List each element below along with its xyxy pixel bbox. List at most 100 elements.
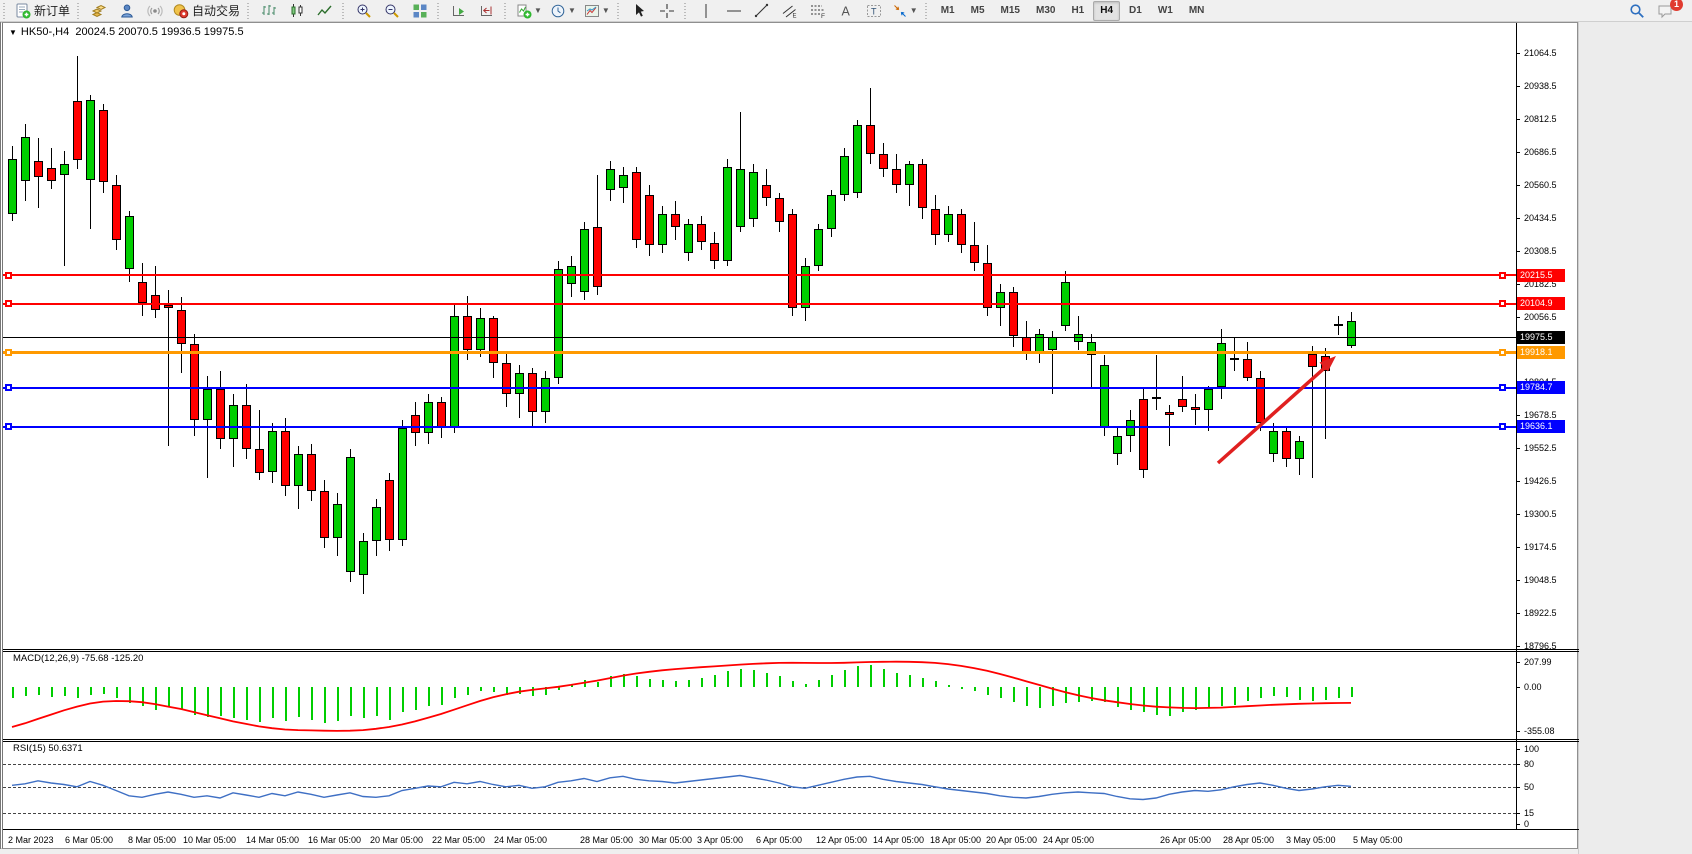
- macd-histogram-bar: [271, 687, 274, 719]
- chart-styles-button[interactable]: [86, 1, 112, 21]
- svg-text:F: F: [821, 13, 825, 19]
- candle-body: [892, 169, 901, 185]
- auto-scroll-button[interactable]: [446, 1, 472, 21]
- cursor-button[interactable]: [626, 1, 652, 21]
- rsi-tick-mark: [1516, 787, 1520, 788]
- line-handle[interactable]: [5, 271, 12, 279]
- horizontal-line[interactable]: [3, 274, 1516, 276]
- chart-shift-button[interactable]: [474, 1, 500, 21]
- macd-label: MACD(12,26,9) -75.68 -125.20: [11, 653, 146, 664]
- templates-button[interactable]: ▼: [581, 1, 613, 21]
- new-order-button[interactable]: 新订单: [12, 1, 73, 21]
- chart-shift-icon: [481, 5, 493, 16]
- macd-histogram-bar: [76, 687, 79, 699]
- candle-body: [359, 540, 368, 575]
- search-button[interactable]: [1624, 1, 1650, 21]
- time-axis-label: 14 Mar 05:00: [246, 835, 300, 845]
- price-tick-mark: [1516, 547, 1520, 548]
- broadcast-button[interactable]: [142, 1, 168, 21]
- candle-body: [957, 213, 966, 246]
- zoom-out-button[interactable]: [379, 1, 405, 21]
- line-handle[interactable]: [5, 384, 12, 392]
- timeframe-m15-button[interactable]: M15: [1000, 5, 1020, 16]
- macd-histogram-bar: [349, 687, 352, 716]
- horizontal-line[interactable]: [3, 425, 1516, 428]
- macd-histogram-bar: [1038, 687, 1041, 709]
- crosshair-button[interactable]: [654, 1, 680, 21]
- chevron-down-icon: ▼: [567, 6, 576, 15]
- macd-histogram-bar: [375, 687, 378, 716]
- price-tick-label: 19426.5: [1524, 476, 1557, 486]
- candle-body: [216, 388, 225, 439]
- rsi-tick-mark: [1516, 824, 1520, 825]
- macd-histogram-bar: [739, 668, 742, 688]
- timeframe-h4-button[interactable]: H4: [1093, 0, 1121, 21]
- line-handle[interactable]: [5, 300, 12, 308]
- macd-histogram-bar: [388, 687, 391, 720]
- candle-body: [762, 185, 771, 199]
- macd-histogram-bar: [570, 684, 573, 688]
- line-chart-button[interactable]: [312, 1, 338, 21]
- line-handle[interactable]: [1499, 300, 1506, 308]
- line-handle[interactable]: [1499, 349, 1506, 357]
- macd-histogram-bar: [1285, 687, 1288, 698]
- candle-body: [1282, 430, 1291, 460]
- macd-histogram-bar: [427, 687, 430, 706]
- line-handle[interactable]: [1499, 384, 1506, 392]
- rsi-tick-label: 100: [1524, 744, 1540, 754]
- chart-window[interactable]: ▼ HK50-,H4 20024.5 20070.5 19936.5 19975.…: [0, 22, 1579, 849]
- text-button[interactable]: A: [833, 1, 859, 21]
- timeframe-d1-button[interactable]: D1: [1129, 5, 1142, 16]
- macd-signal-line: [11, 660, 1352, 732]
- timeframe-mn-button[interactable]: MN: [1188, 5, 1205, 16]
- arrows-button[interactable]: ▼: [889, 1, 921, 21]
- profile-button[interactable]: [114, 1, 140, 21]
- candle-wick: [64, 151, 65, 266]
- macd-histogram-bar: [596, 682, 599, 688]
- line-handle[interactable]: [1499, 423, 1506, 430]
- macd-histogram-bar: [37, 687, 40, 695]
- vline-button[interactable]: [693, 1, 719, 21]
- candle-body: [398, 428, 407, 541]
- macd-histogram-bar: [50, 687, 53, 698]
- horizontal-line[interactable]: [3, 337, 1516, 339]
- indicators-button[interactable]: ▼: [513, 1, 545, 21]
- line-handle[interactable]: [5, 423, 12, 430]
- time-axis-label: 14 Apr 05:00: [873, 835, 925, 845]
- timeframe-m1-button[interactable]: M1: [940, 5, 955, 16]
- hline-button[interactable]: [721, 1, 747, 21]
- macd-histogram-bar: [1077, 687, 1080, 703]
- channel-button[interactable]: E: [777, 1, 803, 21]
- timeframe-w1-button[interactable]: W1: [1157, 5, 1173, 16]
- zoom-in-button[interactable]: [351, 1, 377, 21]
- auto-scroll-icon: [453, 5, 465, 16]
- horizontal-line[interactable]: [3, 302, 1516, 305]
- timeframe-m5-button[interactable]: M5: [970, 5, 985, 16]
- label-button[interactable]: T: [861, 1, 887, 21]
- candle-body: [307, 454, 316, 491]
- tile-windows-button[interactable]: [407, 1, 433, 21]
- price-tick-label: 20056.5: [1524, 312, 1557, 322]
- periods-button[interactable]: ▼: [547, 1, 579, 21]
- timeframe-m30-button[interactable]: M30: [1035, 5, 1056, 16]
- notifications-button[interactable]: 1: [1652, 0, 1683, 21]
- bar-chart-button[interactable]: [256, 1, 282, 21]
- trendline-button[interactable]: [749, 1, 775, 21]
- macd-histogram-bar: [1350, 687, 1353, 697]
- line-handle[interactable]: [1499, 271, 1506, 279]
- autotrade-button[interactable]: 自动交易: [170, 1, 243, 21]
- candlestick-chart-button[interactable]: [284, 1, 310, 21]
- fibonacci-button[interactable]: F: [805, 1, 831, 21]
- macd-histogram-bar: [232, 687, 235, 719]
- candle-body: [1256, 378, 1265, 423]
- collapse-icon[interactable]: ▼: [9, 28, 17, 37]
- timeframe-h1-button[interactable]: H1: [1071, 5, 1085, 16]
- macd-histogram-bar: [115, 687, 118, 699]
- horizontal-line[interactable]: [3, 351, 1516, 355]
- candle-wick: [1169, 404, 1170, 447]
- price-tick-label: 18796.5: [1524, 641, 1557, 651]
- line-handle[interactable]: [5, 349, 12, 357]
- horizontal-line[interactable]: [3, 386, 1516, 389]
- candle-body: [151, 294, 160, 311]
- candle-body: [411, 415, 420, 434]
